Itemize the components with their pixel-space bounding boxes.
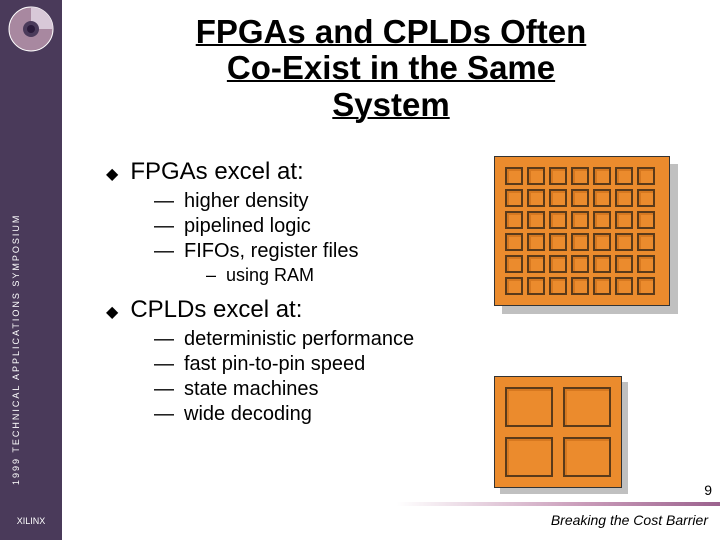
fpga-cell — [593, 255, 611, 273]
fpga-cell — [527, 211, 545, 229]
fpga-cell — [615, 277, 633, 295]
sidebar: 1999 TECHNICAL APPLICATIONS SYMPOSIUM — [0, 0, 62, 502]
fpga-cell — [527, 277, 545, 295]
cpld-diagram — [494, 376, 622, 488]
footer-separator — [397, 502, 720, 506]
fpga-cell — [593, 211, 611, 229]
fpga-grid — [494, 156, 670, 306]
cpld-cell — [505, 387, 553, 427]
fpga-cell — [637, 211, 655, 229]
fpga-cell — [527, 167, 545, 185]
fpga-cell — [637, 255, 655, 273]
fpga-cell — [549, 277, 567, 295]
slide-title: FPGAs and CPLDs Often Co-Exist in the Sa… — [62, 14, 720, 123]
fpga-cell — [571, 167, 589, 185]
fpga-cell — [549, 233, 567, 251]
title-line-3: System — [332, 86, 449, 123]
fpga-cell — [637, 233, 655, 251]
fpga-cell — [505, 167, 523, 185]
fpga-cell — [549, 167, 567, 185]
cpld-sub-1: fast pin-to-pin speed — [154, 353, 686, 376]
fpga-cell — [527, 233, 545, 251]
fpga-cell — [593, 189, 611, 207]
fpga-cell — [527, 189, 545, 207]
fpga-cell — [571, 255, 589, 273]
footer-subtitle: Breaking the Cost Barrier — [551, 512, 708, 528]
fpga-cell — [615, 255, 633, 273]
fpga-cell — [637, 189, 655, 207]
sidebar-vertical-text: 1999 TECHNICAL APPLICATIONS SYMPOSIUM — [11, 457, 21, 485]
slide-main: FPGAs and CPLDs Often Co-Exist in the Sa… — [62, 0, 720, 540]
cpld-grid — [494, 376, 622, 488]
cpld-cell — [505, 437, 553, 477]
fpga-cell — [637, 167, 655, 185]
fpga-cell — [505, 189, 523, 207]
fpga-diagram — [494, 156, 670, 306]
fpga-cell — [615, 189, 633, 207]
fpga-cell — [571, 277, 589, 295]
cpld-cell — [563, 387, 611, 427]
fpga-cell — [571, 189, 589, 207]
title-line-2: Co-Exist in the Same — [227, 49, 555, 86]
fpga-cell — [571, 211, 589, 229]
fpga-cell — [571, 233, 589, 251]
fpga-cell — [637, 277, 655, 295]
fpga-cell — [593, 233, 611, 251]
fpga-cell — [505, 233, 523, 251]
title-line-1: FPGAs and CPLDs Often — [196, 13, 587, 50]
fpga-cell — [549, 189, 567, 207]
cpld-cell — [563, 437, 611, 477]
page-number: 9 — [704, 482, 712, 498]
fpga-cell — [505, 211, 523, 229]
fpga-cell — [593, 167, 611, 185]
fpga-cell — [549, 211, 567, 229]
fpga-cell — [527, 255, 545, 273]
disc-logo — [8, 6, 54, 52]
fpga-cell — [505, 255, 523, 273]
fpga-cell — [505, 277, 523, 295]
fpga-cell — [593, 277, 611, 295]
fpga-cell — [549, 255, 567, 273]
cpld-sub-0: deterministic performance — [154, 328, 686, 351]
fpga-cell — [615, 167, 633, 185]
xilinx-logo: XILINX — [0, 502, 62, 540]
fpga-cell — [615, 233, 633, 251]
fpga-cell — [615, 211, 633, 229]
